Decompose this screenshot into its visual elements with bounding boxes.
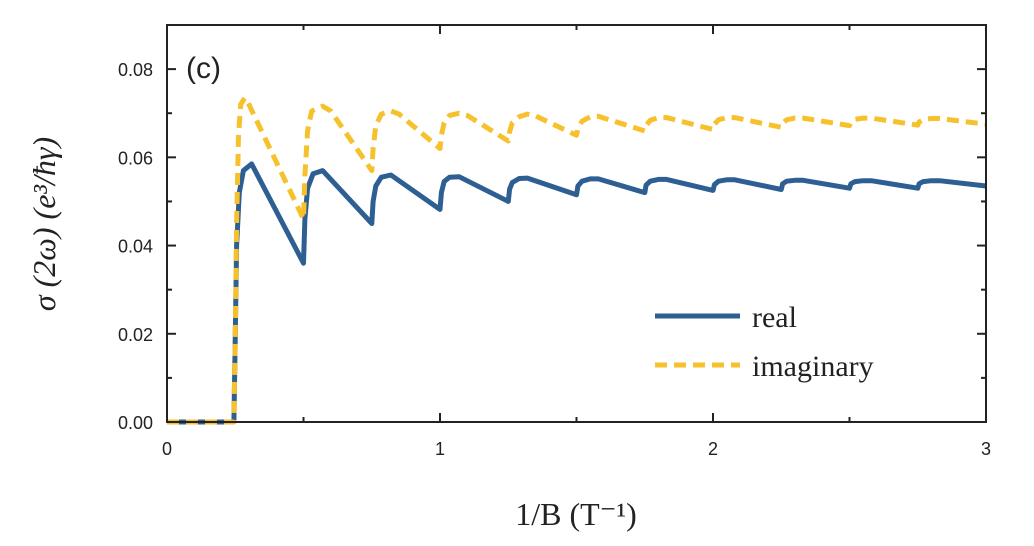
x-axis-label: 1/B (T⁻¹) [515,496,637,532]
series-line-real [167,161,987,425]
series-group [167,95,987,425]
x-tick-label: 0 [162,439,172,459]
x-tick-label: 3 [981,439,991,459]
y-axis-label: σ (2ω) (e³/ħγ) [26,137,62,311]
legend: real imaginary [655,301,874,383]
panel-label: (c) [186,52,221,85]
y-tick-label: 0.00 [118,413,153,433]
legend-label-real: real [752,301,797,334]
y-tick-label: 0.02 [118,325,153,345]
axis-ticks: 0 1 2 3 0.00 0.02 0.04 0.06 0.08 [118,24,991,459]
x-tick-label: 1 [435,439,445,459]
plot-frame [166,24,987,423]
y-tick-label: 0.06 [118,148,153,168]
legend-label-imaginary: imaginary [752,350,874,383]
y-tick-label: 0.08 [118,60,153,80]
y-tick-label: 0.04 [118,237,153,257]
x-tick-label: 2 [708,439,718,459]
